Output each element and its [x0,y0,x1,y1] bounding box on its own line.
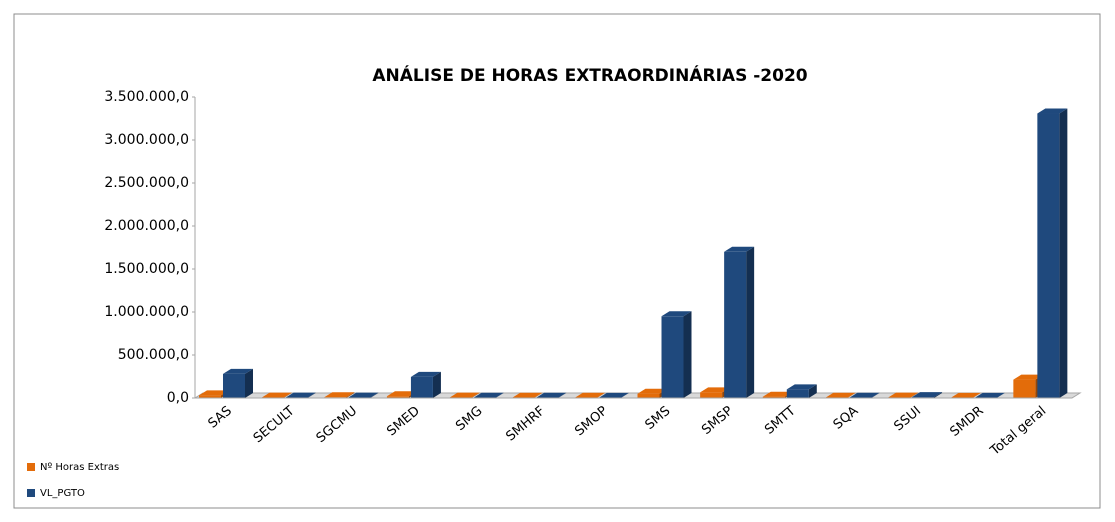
bar-top [912,392,943,398]
bar-side [972,392,981,398]
bar-side [307,392,316,398]
bar [1013,379,1036,398]
bar-top [324,392,355,398]
bar-top [762,391,793,397]
bar-side [245,368,253,398]
legend-label: Nº Horas Extras [40,462,119,473]
y-tick-label: 2.500.000,0 [104,175,189,191]
bar-top [888,392,919,398]
bar-side [471,392,480,398]
bar-top [724,246,755,252]
bar [410,376,433,398]
bar [199,395,221,398]
y-tick-label: 0,0 [167,390,189,406]
bar-side [1059,108,1068,399]
bar-side [847,392,856,398]
bar-top [348,392,379,398]
bar [724,251,747,398]
bar-side [996,392,1005,398]
bar-side [808,384,817,398]
bar-top [974,392,1005,398]
bar-side [495,392,504,398]
bar [661,316,684,398]
legend-swatch [27,489,35,497]
legend-swatch [27,463,35,471]
bar-top [661,311,692,317]
y-tick-label: 3.000.000,0 [104,132,189,148]
bar-top [449,392,480,398]
bar-side [346,392,355,398]
bar-top [512,392,543,398]
bar-top [536,392,567,398]
bar [700,392,723,398]
bar-side [934,392,943,398]
bar [223,373,245,398]
bar-top [1013,374,1044,380]
bar-top [849,392,880,398]
bar-side [871,392,880,398]
bar-side [534,392,543,398]
bar-side [596,392,605,398]
bar-side [620,392,629,398]
bar-top [637,388,668,394]
bar-top [574,392,605,398]
y-tick-label: 1.500.000,0 [104,261,189,277]
legend-label: VL_PGTO [40,488,85,499]
bar-top [700,387,731,393]
chart-title: ANÁLISE DE HORAS EXTRAORDINÁRIAS -2020 [372,64,807,86]
bar-top [825,392,856,398]
bar [386,396,409,398]
y-tick-label: 1.000.000,0 [104,304,189,320]
bar-side [432,371,441,398]
bar-side [746,246,755,398]
bar-side [370,392,379,398]
bar-top [410,371,441,377]
bar-side [910,392,919,398]
y-tick-label: 3.500.000,0 [104,89,189,105]
bar-top [386,391,417,397]
bar-side [558,392,567,398]
bar [637,393,660,398]
bar-side [683,311,692,398]
bar-top [285,392,316,398]
bar [762,396,785,398]
bar [1037,113,1060,399]
bar-top [786,384,817,390]
bar-top [598,392,629,398]
bar-top [1037,108,1068,114]
bar-side [283,392,292,398]
bar-top [199,390,229,396]
bar-top [473,392,504,398]
bar-top [261,392,292,398]
bar [786,389,809,398]
y-tick-label: 2.000.000,0 [104,218,189,234]
y-tick-label: 500.000,0 [118,347,189,363]
bar-top [223,368,253,374]
bar-top [950,392,981,398]
